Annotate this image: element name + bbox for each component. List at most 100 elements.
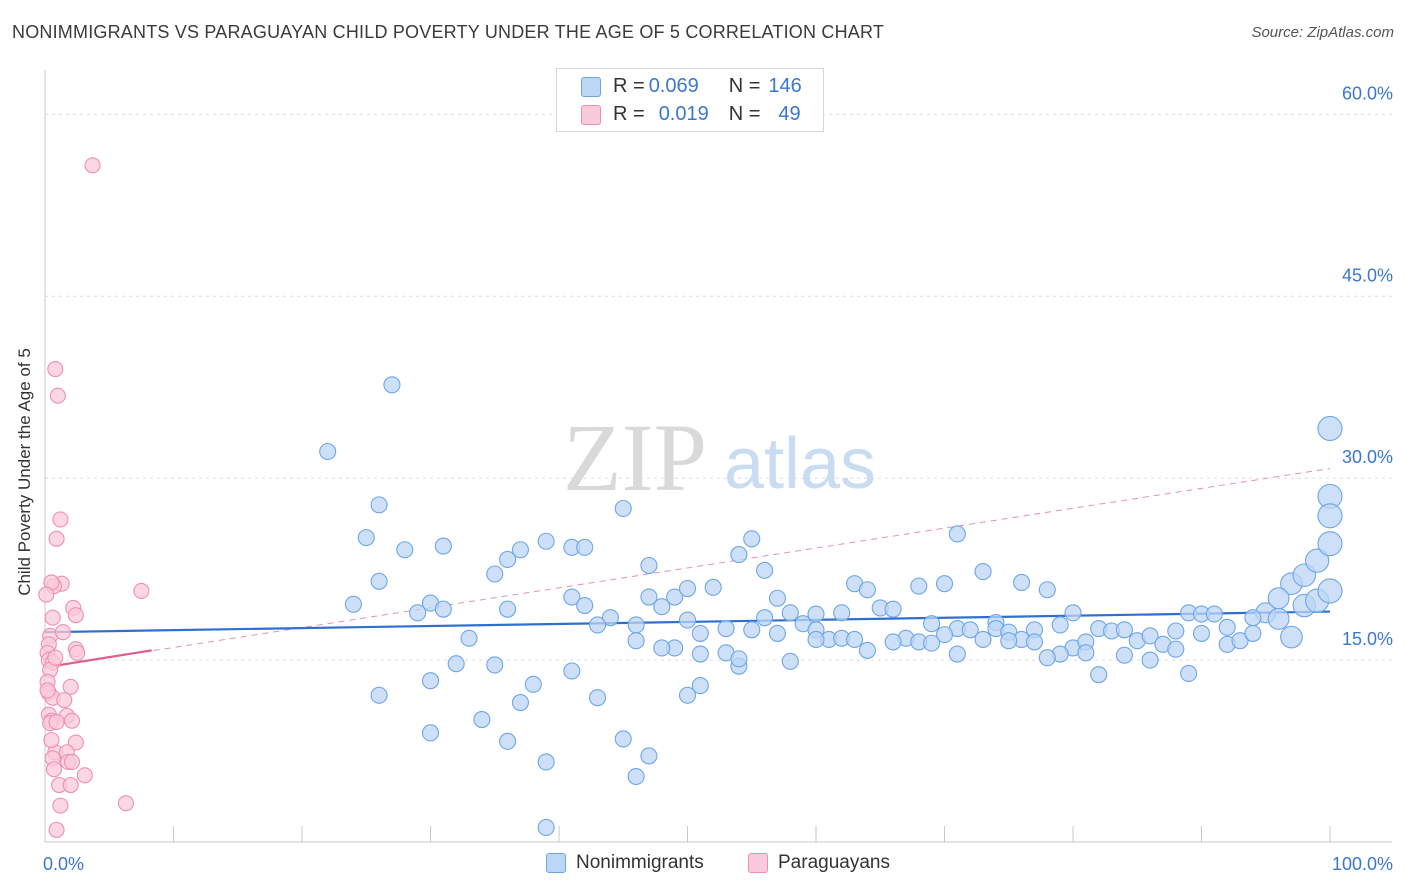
n-value: 49 bbox=[778, 103, 801, 125]
data-point bbox=[730, 650, 748, 668]
paraguayans-legend-swatch bbox=[748, 853, 768, 873]
data-point bbox=[627, 616, 645, 634]
data-point bbox=[62, 678, 79, 695]
legend-item-paraguayans[interactable]: Paraguayans bbox=[748, 852, 890, 874]
data-point bbox=[421, 672, 440, 690]
y-tick-label: 15.0% bbox=[1342, 629, 1393, 649]
data-point bbox=[768, 624, 787, 642]
data-point bbox=[39, 682, 56, 699]
data-point bbox=[974, 563, 992, 581]
data-point bbox=[576, 596, 594, 615]
data-point bbox=[434, 600, 452, 618]
data-point bbox=[370, 496, 388, 514]
data-point bbox=[743, 530, 761, 548]
data-point bbox=[653, 598, 671, 616]
chart-title: NONIMMIGRANTS VS PARAGUAYAN CHILD POVERT… bbox=[12, 22, 885, 42]
data-point bbox=[653, 639, 671, 657]
data-point bbox=[48, 821, 65, 838]
gridlines bbox=[45, 113, 1392, 661]
data-point bbox=[434, 537, 452, 555]
data-point bbox=[704, 578, 722, 596]
data-point bbox=[858, 581, 876, 599]
data-point bbox=[47, 649, 64, 666]
data-point bbox=[1051, 616, 1069, 634]
legend-label: Nonimmigrants bbox=[576, 852, 704, 873]
data-point bbox=[63, 712, 81, 729]
data-point bbox=[511, 541, 530, 559]
data-point bbox=[627, 632, 645, 650]
data-point bbox=[717, 620, 735, 638]
data-point bbox=[1317, 415, 1343, 442]
data-point bbox=[1064, 604, 1082, 622]
data-point bbox=[1000, 632, 1018, 650]
data-point bbox=[640, 556, 658, 575]
data-point bbox=[1267, 587, 1290, 610]
data-point bbox=[845, 630, 864, 649]
data-point bbox=[1090, 666, 1108, 684]
data-point bbox=[807, 630, 825, 649]
data-point bbox=[1244, 609, 1262, 627]
data-point bbox=[601, 609, 619, 627]
data-point bbox=[45, 761, 63, 778]
data-point bbox=[370, 686, 388, 704]
data-point bbox=[743, 621, 761, 639]
tick-labels: 15.0% 30.0% 45.0% 60.0% 0.0% 100.0% bbox=[43, 83, 1393, 874]
legend-item-nonimmigrants[interactable]: Nonimmigrants bbox=[546, 852, 704, 874]
data-point bbox=[319, 442, 337, 461]
data-point bbox=[691, 677, 709, 695]
data-point bbox=[1141, 651, 1159, 669]
r-value: 0.019 bbox=[658, 103, 709, 125]
data-point bbox=[133, 582, 150, 600]
data-point bbox=[69, 644, 86, 661]
data-point bbox=[678, 579, 697, 598]
data-point bbox=[499, 550, 517, 568]
trend-line-extended bbox=[44, 467, 1331, 668]
r-label: R = bbox=[613, 75, 645, 97]
data-point bbox=[627, 767, 645, 786]
data-point bbox=[923, 634, 941, 652]
data-point bbox=[614, 499, 632, 518]
data-point bbox=[537, 818, 555, 836]
data-point bbox=[511, 693, 530, 712]
data-point bbox=[460, 629, 478, 647]
data-point bbox=[499, 600, 517, 618]
data-point bbox=[1167, 622, 1185, 640]
data-point bbox=[76, 767, 93, 784]
data-point bbox=[884, 633, 902, 651]
data-point bbox=[447, 655, 465, 673]
data-point bbox=[961, 621, 979, 639]
data-point bbox=[563, 588, 581, 606]
data-point bbox=[1025, 633, 1043, 651]
data-point bbox=[588, 689, 607, 707]
data-point bbox=[52, 511, 69, 528]
data-point bbox=[1115, 646, 1133, 664]
series-paraguayans bbox=[38, 157, 150, 838]
data-point bbox=[691, 645, 709, 663]
trend-line bbox=[44, 649, 152, 669]
data-point bbox=[1013, 573, 1031, 592]
data-point bbox=[1244, 624, 1262, 642]
data-point bbox=[781, 604, 799, 622]
data-point bbox=[1141, 627, 1159, 645]
watermark-zip: ZIP bbox=[563, 404, 707, 511]
n-value: 146 bbox=[768, 75, 802, 97]
data-point bbox=[383, 376, 401, 394]
data-point bbox=[1218, 618, 1236, 636]
data-point bbox=[117, 795, 135, 812]
data-point bbox=[1317, 503, 1343, 529]
data-point bbox=[1305, 548, 1330, 573]
data-point bbox=[781, 652, 799, 670]
legend-label: Paraguayans bbox=[778, 852, 890, 873]
data-point bbox=[1192, 624, 1211, 642]
data-point bbox=[38, 586, 55, 603]
data-point bbox=[640, 747, 658, 765]
data-point bbox=[473, 710, 491, 729]
data-point bbox=[421, 724, 440, 742]
data-point bbox=[1231, 632, 1249, 650]
data-point bbox=[537, 532, 555, 550]
x-tick-label: 100.0% bbox=[1332, 854, 1393, 874]
data-point bbox=[47, 360, 64, 378]
bottom-legend: Nonimmigrants Paraguayans bbox=[0, 852, 1406, 878]
data-point bbox=[756, 609, 774, 627]
